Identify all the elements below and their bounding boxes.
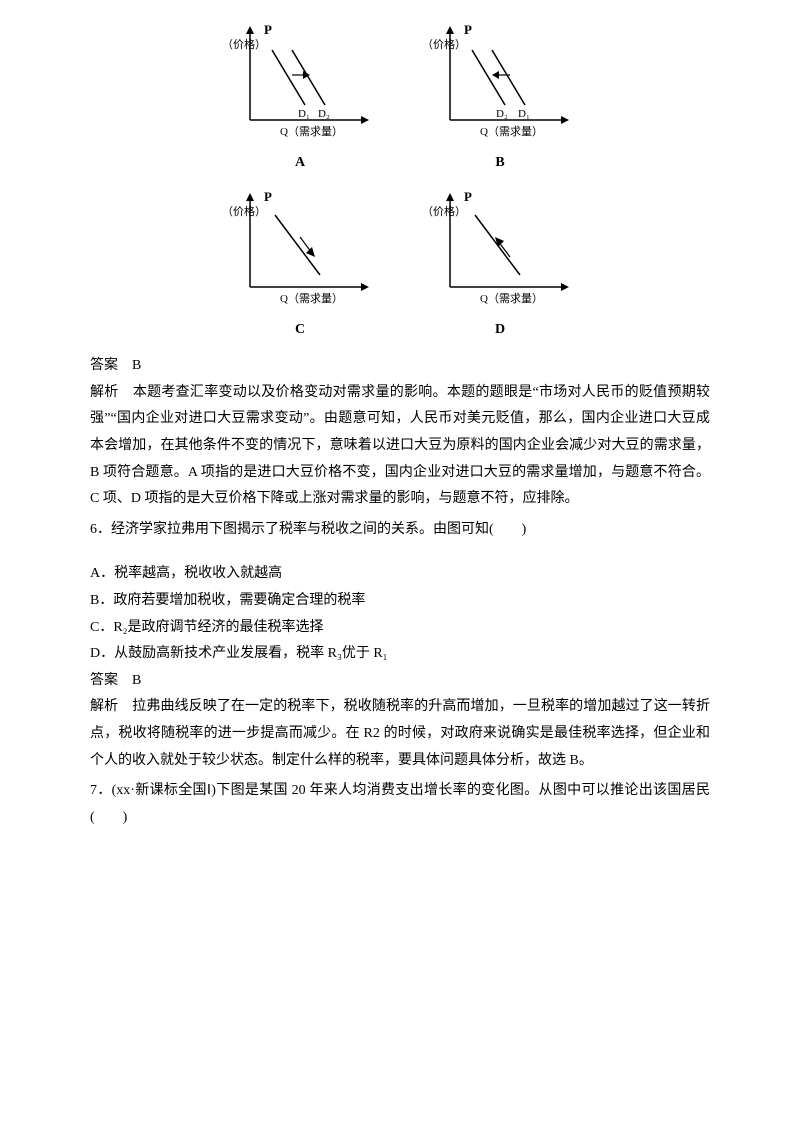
- chart-B-x: Q（需求量）: [480, 125, 543, 138]
- charts-row-1: P （价格） D₁ D₂ Q（需求量） A: [90, 20, 710, 177]
- chart-C-x: Q（需求量）: [280, 292, 343, 305]
- chart-B-D1: D₁: [518, 108, 530, 120]
- chart-A-ysub: （价格）: [222, 37, 266, 51]
- chart-D-ysub: （价格）: [422, 204, 466, 218]
- chart-B-label: B: [495, 150, 504, 177]
- chart-B-y: P: [464, 22, 472, 37]
- chart-A-D2: D₂: [318, 108, 330, 120]
- q6-optD: D．从鼓励高新技术产业发展看，税率 R₃优于 R₁: [90, 641, 710, 668]
- answer5-explain: 解析 本题考查汇率变动以及价格变动对需求量的影响。本题的题眼是“市场对人民币的贬…: [90, 380, 710, 513]
- q6-answer: 答案 B: [90, 668, 710, 695]
- chart-A-y: P: [264, 22, 272, 37]
- chart-D-label: D: [495, 317, 505, 344]
- chart-A-D1: D₁: [298, 108, 310, 120]
- chart-A-label: A: [295, 150, 305, 177]
- q6-optC: C．R₂是政府调节经济的最佳税率选择: [90, 615, 710, 642]
- charts-row-2: P （价格） Q（需求量） C P （价格）: [90, 187, 710, 344]
- chart-C-ysub: （价格）: [222, 204, 266, 218]
- chart-C-y: P: [264, 189, 272, 204]
- chart-A: P （价格） D₁ D₂ Q（需求量） A: [220, 20, 380, 177]
- chart-A-x: Q（需求量）: [280, 125, 343, 138]
- q6-figure-gap: [90, 543, 710, 561]
- answer5-label: 答案 B: [90, 353, 710, 380]
- chart-D-y: P: [464, 189, 472, 204]
- chart-B-D2: D₂: [496, 108, 508, 120]
- q6-optA: A．税率越高，税收收入就越高: [90, 561, 710, 588]
- q6-optB: B．政府若要增加税收，需要确定合理的税率: [90, 588, 710, 615]
- chart-A-svg: P （价格） D₁ D₂ Q（需求量）: [220, 20, 380, 150]
- q7-stem: 7．(xx·新课标全国Ⅰ)下图是某国 20 年来人均消费支出增长率的变化图。从图…: [90, 778, 710, 831]
- chart-D-svg: P （价格） Q（需求量）: [420, 187, 580, 317]
- chart-C-svg: P （价格） Q（需求量）: [220, 187, 380, 317]
- q6-explain: 解析 拉弗曲线反映了在一定的税率下，税收随税率的升高而增加，一旦税率的增加越过了…: [90, 694, 710, 774]
- chart-B: P （价格） D₂ D₁ Q（需求量） B: [420, 20, 580, 177]
- chart-B-svg: P （价格） D₂ D₁ Q（需求量）: [420, 20, 580, 150]
- chart-D-x: Q（需求量）: [480, 292, 543, 305]
- page-root: P （价格） D₁ D₂ Q（需求量） A: [0, 0, 800, 871]
- chart-C: P （价格） Q（需求量） C: [220, 187, 380, 344]
- chart-D: P （价格） Q（需求量） D: [420, 187, 580, 344]
- chart-B-ysub: （价格）: [422, 37, 466, 51]
- q6-stem: 6．经济学家拉弗用下图揭示了税率与税收之间的关系。由图可知( ): [90, 517, 710, 544]
- chart-C-label: C: [295, 317, 305, 344]
